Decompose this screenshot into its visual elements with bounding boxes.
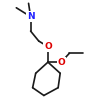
Text: O: O — [57, 58, 65, 67]
Text: O: O — [44, 42, 52, 51]
Text: N: N — [27, 12, 34, 21]
